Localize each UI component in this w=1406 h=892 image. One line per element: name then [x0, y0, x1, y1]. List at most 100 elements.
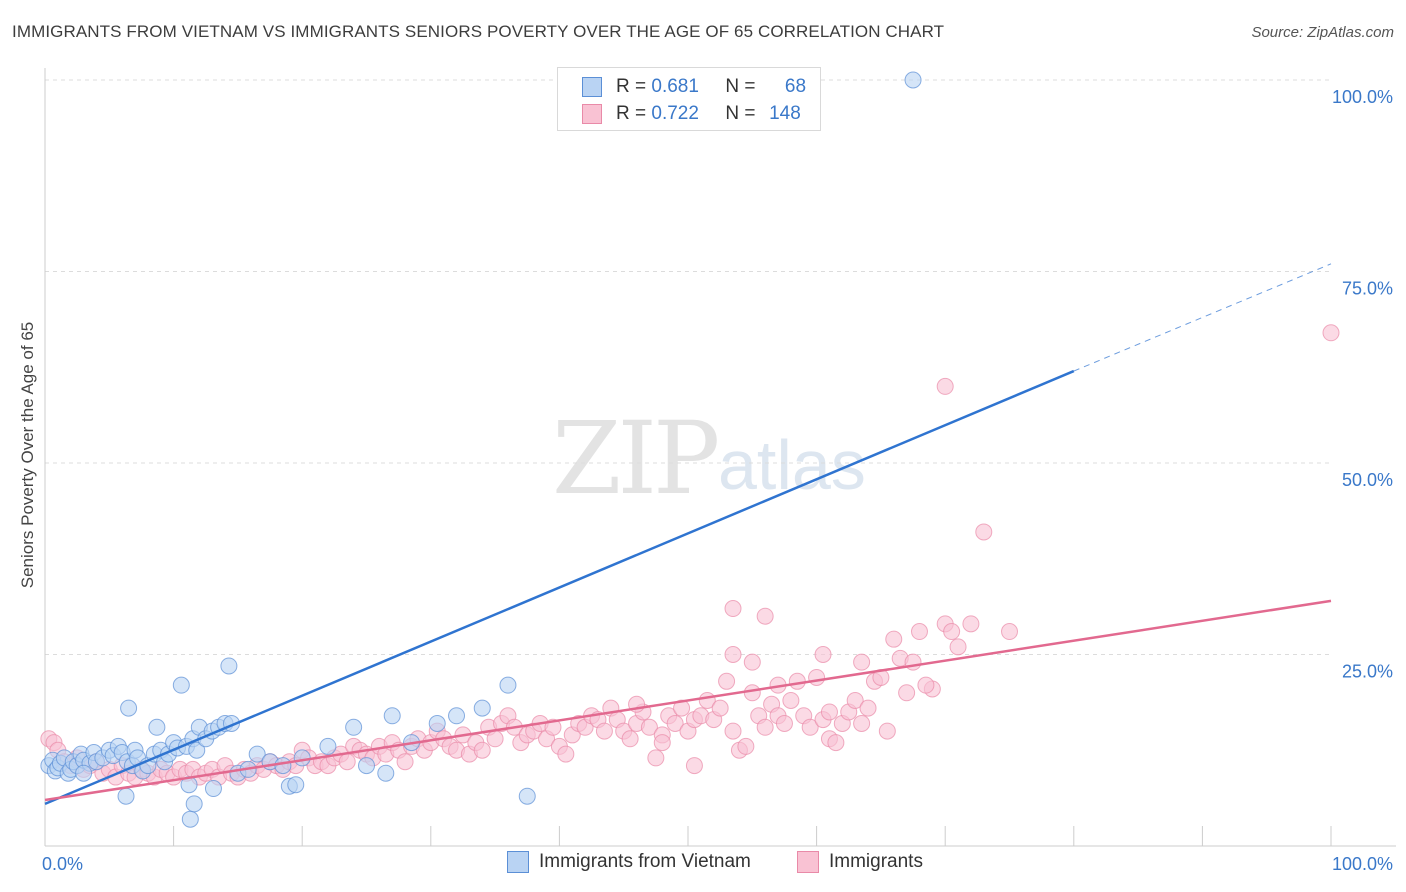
y-tick-label: 100.0%	[1332, 87, 1393, 107]
point-immigrants	[885, 630, 903, 648]
point-immigrants	[782, 691, 800, 709]
point-immigrants	[338, 753, 356, 771]
point-immigrants	[724, 600, 742, 618]
point-immigrants	[673, 699, 691, 717]
vietnam-swatch	[582, 77, 602, 97]
point-immigrants	[910, 623, 928, 641]
n-value: 148	[769, 103, 801, 124]
x-tick-label: 0.0%	[42, 854, 83, 874]
point-immigrants	[640, 718, 658, 736]
legend-item-vietnam[interactable]: Immigrants from Vietnam	[507, 851, 751, 873]
point-immigrants	[898, 684, 916, 702]
n-label: N =	[725, 103, 756, 124]
point-immigrants	[808, 668, 826, 686]
point-immigrants	[473, 741, 491, 759]
point-vietnam	[473, 699, 491, 717]
legend-swatch-vietnam	[507, 851, 529, 873]
point-immigrants	[943, 623, 961, 641]
point-vietnam	[120, 699, 138, 717]
legend-item-immigrants[interactable]: Immigrants	[797, 851, 923, 873]
point-immigrants	[396, 753, 414, 771]
point-immigrants	[653, 734, 671, 752]
watermark-zip: ZIP	[552, 400, 720, 517]
stats-legend: R = 0.681 N = 68 R = 0.722 N = 148	[557, 67, 821, 131]
point-immigrants	[685, 757, 703, 775]
point-immigrants	[917, 676, 935, 694]
stats-legend-row-vietnam: R = 0.681 N = 68	[582, 74, 806, 100]
source-label: Source: ZipAtlas.com	[1251, 24, 1394, 41]
trendline-vietnam	[44, 369, 1075, 806]
point-immigrants	[801, 718, 819, 736]
r-label: R =	[616, 76, 647, 97]
point-vietnam	[377, 764, 395, 782]
point-vietnam	[428, 714, 446, 732]
point-vietnam	[319, 737, 337, 755]
stats-legend-row-immigrants: R = 0.722 N = 148	[582, 101, 801, 127]
point-immigrants	[743, 684, 761, 702]
legend-swatch-immigrants	[797, 851, 819, 873]
point-immigrants	[1001, 623, 1018, 641]
r-label: R =	[616, 103, 647, 124]
point-vietnam	[181, 810, 199, 828]
point-immigrants	[962, 615, 980, 633]
point-immigrants	[486, 730, 504, 748]
point-immigrants	[595, 722, 613, 740]
point-immigrants	[557, 745, 575, 763]
r-value: 0.722	[651, 103, 699, 124]
trendline-vietnam-extension	[1073, 263, 1332, 372]
n-value: 68	[784, 76, 807, 97]
point-immigrants	[820, 703, 838, 721]
point-immigrants	[621, 730, 639, 748]
point-immigrants	[647, 749, 665, 767]
point-vietnam	[117, 787, 135, 805]
point-vietnam	[287, 776, 305, 794]
point-immigrants	[1322, 324, 1340, 342]
point-vietnam	[499, 676, 517, 694]
point-vietnam	[904, 71, 922, 89]
point-vietnam	[185, 795, 203, 813]
chart-title: IMMIGRANTS FROM VIETNAM VS IMMIGRANTS SE…	[12, 22, 945, 41]
x-tick-label: 100.0%	[1332, 854, 1393, 874]
trendline-immigrants	[44, 599, 1332, 802]
point-immigrants	[724, 722, 742, 740]
point-immigrants	[756, 718, 774, 736]
legend-label-immigrants: Immigrants	[829, 851, 923, 872]
point-vietnam	[518, 787, 536, 805]
point-vietnam	[293, 749, 311, 767]
point-vietnam	[172, 676, 190, 694]
point-immigrants	[814, 646, 832, 663]
point-immigrants	[666, 714, 684, 732]
point-immigrants	[756, 607, 774, 625]
point-vietnam	[75, 764, 93, 782]
immigrants-swatch	[582, 104, 602, 124]
point-vietnam	[358, 757, 375, 775]
legend-label-vietnam: Immigrants from Vietnam	[539, 851, 751, 872]
point-immigrants	[788, 672, 806, 690]
point-immigrants	[846, 691, 864, 709]
point-vietnam	[383, 707, 401, 725]
y-tick-label: 75.0%	[1342, 279, 1393, 299]
point-immigrants	[936, 377, 954, 395]
point-vietnam	[345, 718, 363, 736]
point-vietnam	[248, 745, 266, 763]
point-vietnam	[204, 780, 222, 798]
point-immigrants	[544, 718, 562, 736]
point-immigrants	[724, 646, 742, 663]
n-label: N =	[725, 76, 756, 97]
point-immigrants	[743, 653, 761, 671]
r-value: 0.681	[651, 76, 699, 97]
point-immigrants	[718, 672, 736, 690]
point-immigrants	[878, 722, 896, 740]
point-immigrants	[949, 638, 967, 656]
point-immigrants	[775, 714, 793, 732]
point-immigrants	[737, 737, 755, 755]
point-vietnam	[274, 757, 292, 775]
point-immigrants	[711, 699, 729, 717]
y-tick-label: 50.0%	[1342, 470, 1393, 490]
point-vietnam	[220, 657, 238, 675]
point-immigrants	[904, 653, 922, 671]
y-tick-label: 25.0%	[1342, 662, 1393, 682]
point-vietnam	[448, 707, 466, 725]
point-immigrants	[853, 714, 871, 732]
point-immigrants	[859, 699, 877, 717]
